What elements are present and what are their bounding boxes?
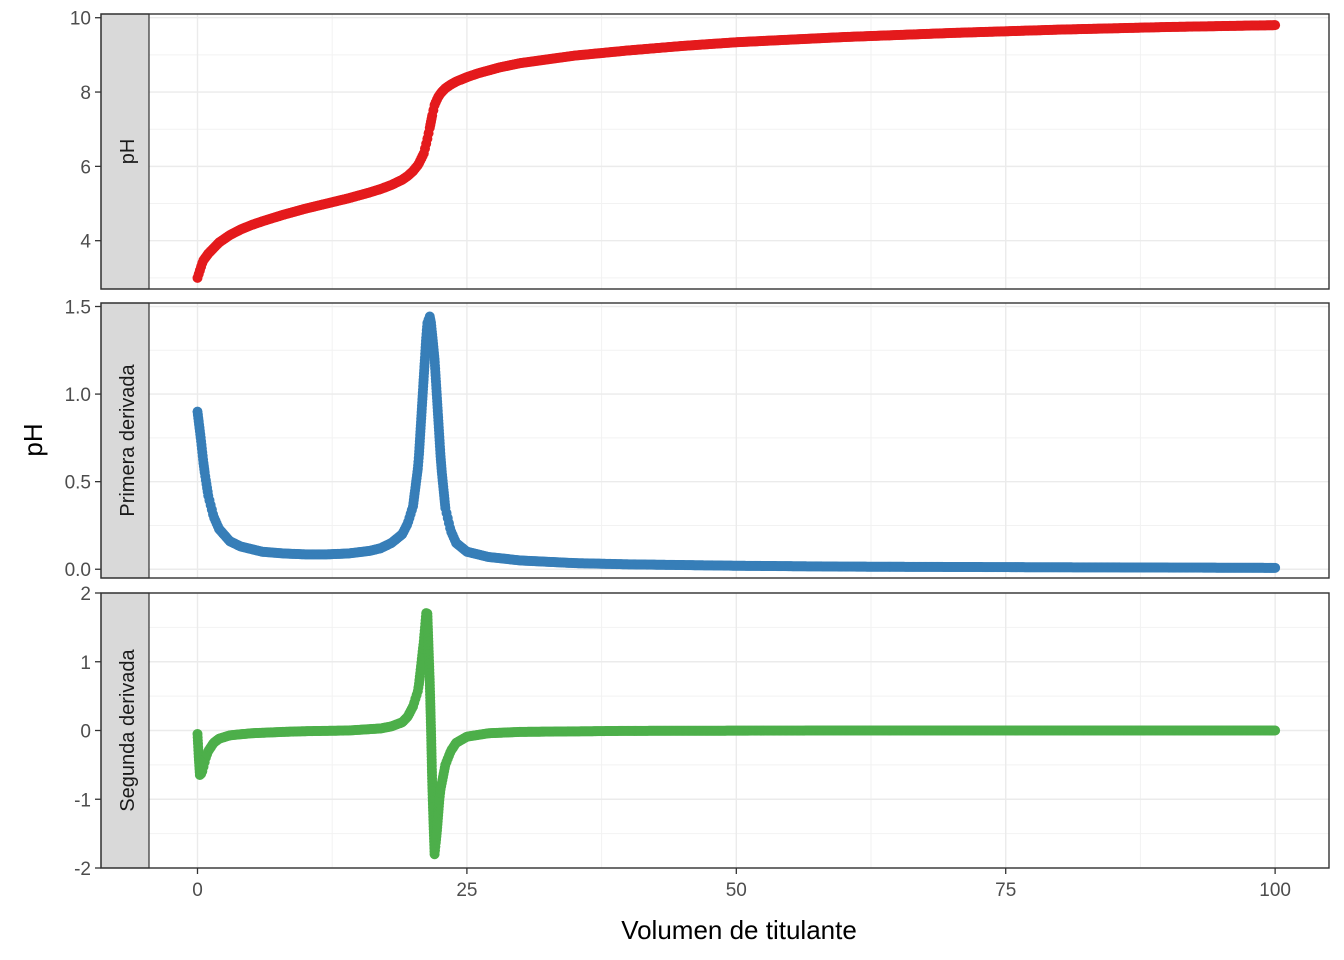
y-tick-label: 2 [80,584,91,605]
panel-background [149,14,1329,289]
panel-border [100,13,1330,290]
y-tick-label: 1.0 [65,385,91,406]
x-tick-label: 100 [1259,880,1291,901]
facet-strip-label: Primera derivada [117,363,139,516]
x-axis-title: Volumen de titulante [621,915,857,945]
data-point [1270,20,1281,31]
y-tick-label: 8 [80,83,91,104]
facet-strip-label: Segunda derivada [117,648,139,811]
y-tick-label: 0.0 [65,560,91,581]
panel-border [100,302,1330,579]
x-tick-label: 25 [456,880,477,901]
data-point [1270,562,1281,573]
x-tick-label: 0 [192,880,203,901]
x-tick-label: 50 [726,880,747,901]
panel-1: pH 4 6 8 10 [70,9,1330,290]
y-tick-label: 6 [80,157,91,178]
data-point [1270,725,1281,736]
y-tick-label: 4 [80,232,91,253]
y-axis-title: pH [18,423,48,456]
y-tick-label: 1.5 [65,298,91,319]
y-tick-label: 10 [70,9,91,30]
facet-strip-label: pH [117,139,139,165]
panel-3: Segunda derivada -2 -1 0 1 2 [74,584,1330,880]
y-tick-label: -2 [74,859,91,880]
y-tick-label: -1 [74,790,91,811]
x-tick-label: 75 [995,880,1016,901]
y-tick-label: 1 [80,653,91,674]
panel-background [149,303,1329,578]
y-tick-label: 0.5 [65,473,91,494]
panel-2: Primera derivada 0.0 0.5 1.0 1.5 [65,298,1330,581]
y-tick-label: 0 [80,722,91,743]
